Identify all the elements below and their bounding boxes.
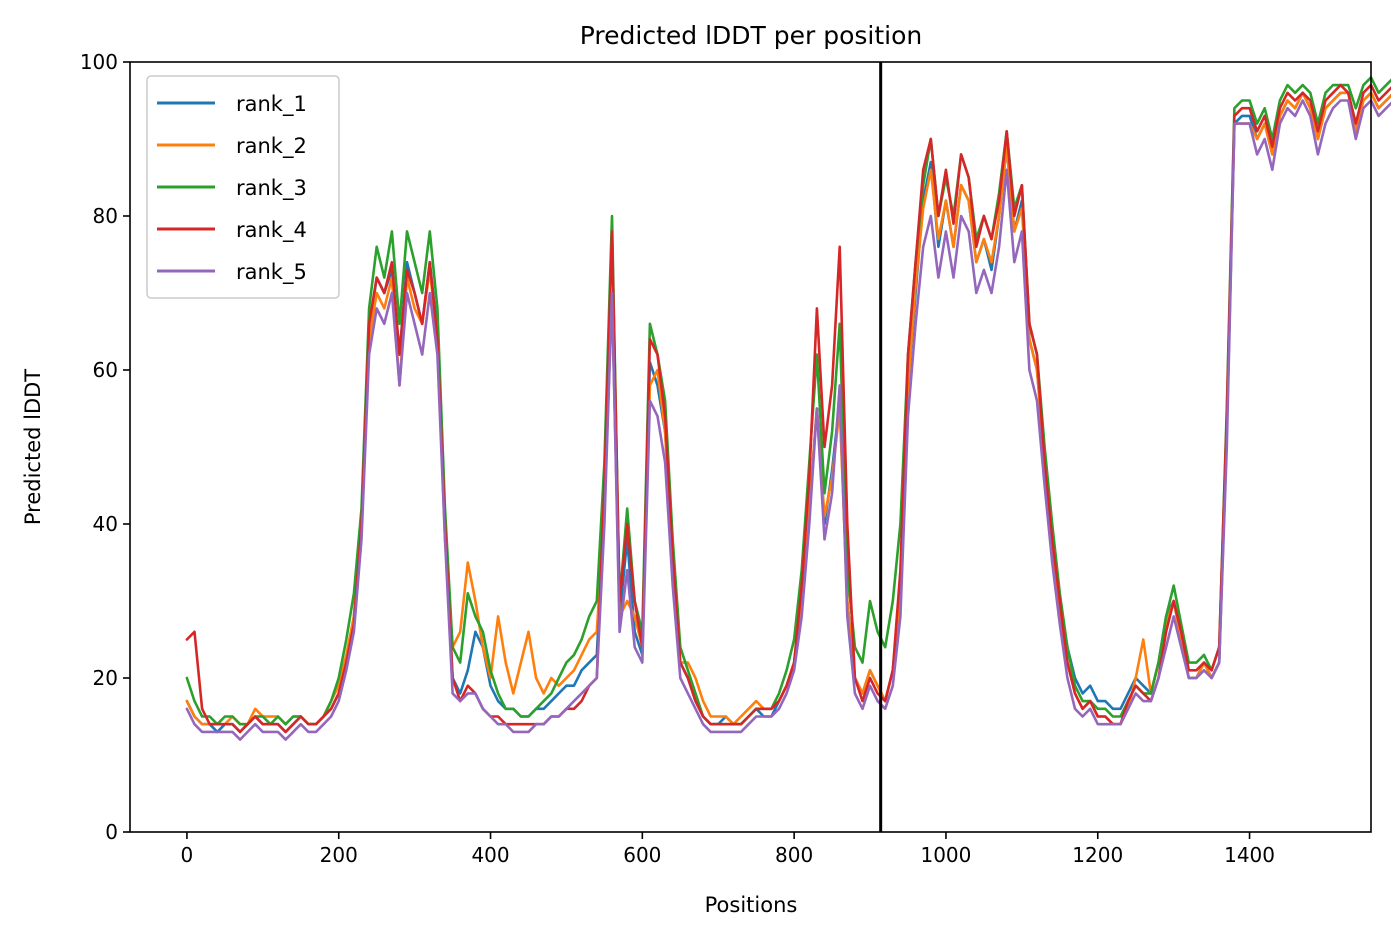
x-tick-label: 800 — [775, 843, 813, 867]
x-tick-label: 600 — [623, 843, 661, 867]
x-tick-label: 200 — [320, 843, 358, 867]
x-axis-title: Positions — [705, 893, 798, 917]
y-axis: 0 20 40 60 80 100 — [80, 50, 130, 844]
x-axis: 0 200 400 600 800 1000 1200 1400 — [181, 832, 1275, 867]
legend-label: rank_4 — [236, 218, 307, 243]
y-tick-label: 100 — [80, 50, 118, 74]
y-axis-title: Predicted lDDT — [21, 369, 45, 525]
x-tick-label: 1000 — [920, 843, 971, 867]
series-line-rank-5 — [185, 99, 1391, 741]
x-tick-label: 0 — [181, 843, 194, 867]
legend-label: rank_3 — [236, 176, 307, 201]
legend-label: rank_1 — [236, 92, 307, 117]
x-tick-label: 400 — [471, 843, 509, 867]
plot-frame — [129, 61, 1372, 833]
series-line-rank-4 — [185, 83, 1391, 734]
legend-label: rank_5 — [236, 260, 307, 285]
series-layer — [185, 76, 1391, 741]
y-tick-label: 80 — [93, 204, 118, 228]
legend: rank_1 rank_2 rank_3 rank_4 rank_5 — [146, 75, 340, 299]
x-tick-label: 1200 — [1072, 843, 1123, 867]
y-tick-label: 40 — [93, 512, 118, 536]
legend-label: rank_2 — [236, 134, 307, 159]
chart-title: Predicted lDDT per position — [580, 21, 922, 50]
y-tick-label: 0 — [105, 820, 118, 844]
legend-box — [146, 75, 340, 299]
y-tick-label: 60 — [93, 358, 118, 382]
x-tick-label: 1400 — [1224, 843, 1275, 867]
y-tick-label: 20 — [93, 666, 118, 690]
